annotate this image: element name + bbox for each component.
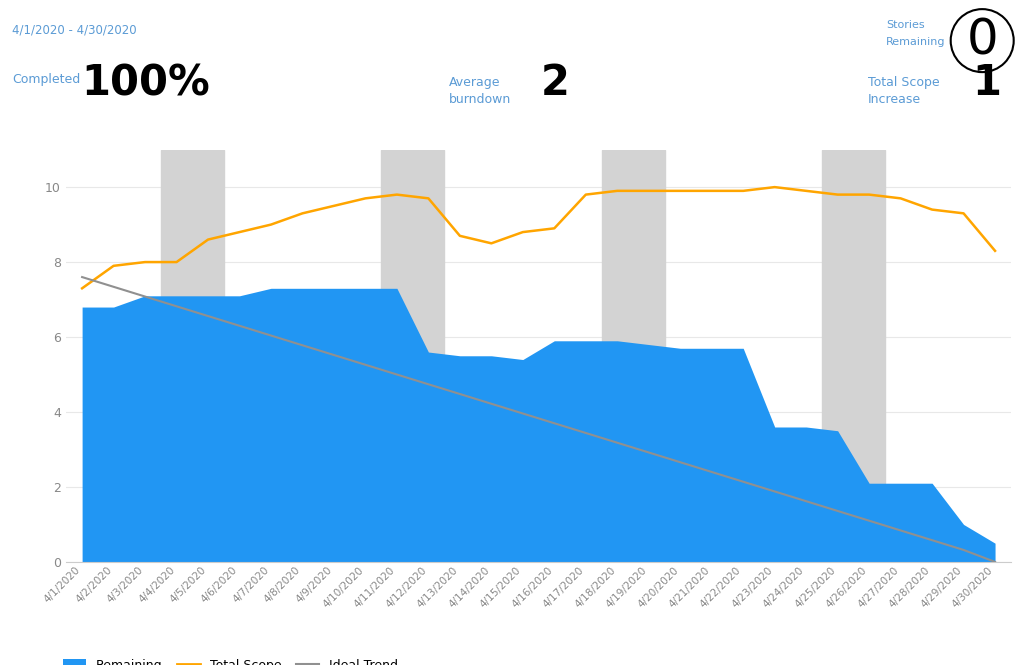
Text: Completed: Completed bbox=[12, 73, 81, 86]
Bar bbox=[161, 150, 224, 562]
Text: 0: 0 bbox=[966, 17, 999, 65]
Text: Average: Average bbox=[449, 76, 500, 90]
Text: Stories: Stories bbox=[886, 20, 925, 30]
Text: 4/1/2020 - 4/30/2020: 4/1/2020 - 4/30/2020 bbox=[12, 23, 137, 37]
Text: 2: 2 bbox=[541, 62, 570, 104]
Text: Remaining: Remaining bbox=[886, 37, 945, 47]
Bar bbox=[601, 150, 665, 562]
Text: 1: 1 bbox=[972, 62, 1001, 104]
Text: burndown: burndown bbox=[449, 93, 512, 106]
Bar bbox=[381, 150, 444, 562]
Text: 100%: 100% bbox=[82, 62, 210, 104]
Text: Total Scope: Total Scope bbox=[868, 76, 939, 90]
Text: Increase: Increase bbox=[868, 93, 921, 106]
Legend: Remaining, Total Scope, Ideal Trend: Remaining, Total Scope, Ideal Trend bbox=[63, 659, 398, 665]
Bar bbox=[822, 150, 885, 562]
